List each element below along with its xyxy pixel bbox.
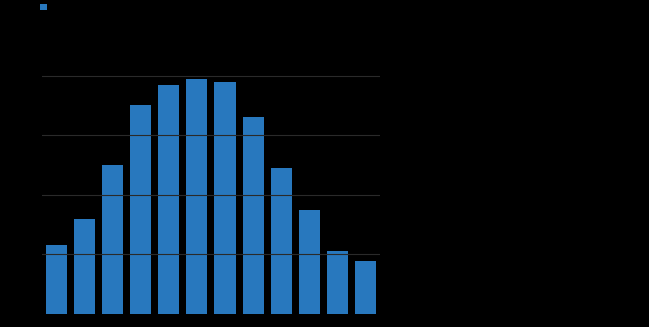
Bar [299, 210, 320, 314]
Bar [271, 168, 292, 314]
Bar [355, 262, 376, 314]
Bar [130, 105, 151, 314]
Bar [74, 218, 95, 314]
Bar [186, 78, 208, 314]
Bar [158, 84, 179, 314]
Bar [214, 81, 236, 314]
Bar [102, 165, 123, 314]
Legend:  [40, 2, 50, 12]
Bar [45, 245, 67, 314]
Bar [243, 117, 263, 314]
Bar [327, 251, 348, 314]
